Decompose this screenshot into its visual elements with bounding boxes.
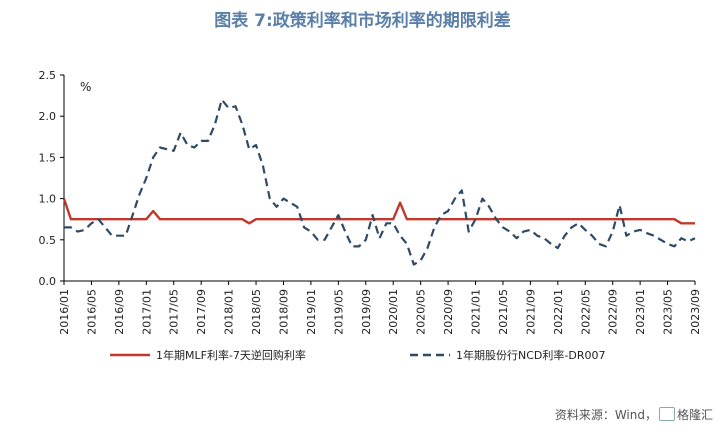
- x-tick-label: 2020/09: [442, 289, 455, 335]
- source-tail: 格隆汇: [676, 408, 713, 422]
- x-tick-label: 2017/05: [168, 289, 181, 335]
- series-mlf-spread-line: [62, 198, 695, 225]
- y-tick-label: 1.5: [39, 151, 57, 164]
- x-tick-label: 2017/09: [195, 289, 208, 335]
- x-tick-label: 2023/05: [662, 289, 675, 335]
- y-tick-label: 1.0: [39, 193, 57, 206]
- x-tick-label: 2019/05: [332, 289, 345, 335]
- y-tick-label: 0.0: [39, 275, 57, 288]
- y-axis: 0.0 0.5 1.0 1.5 2.0 2.5: [39, 69, 65, 288]
- x-tick-label: 2022/05: [579, 289, 592, 335]
- x-tick-label: 2018/05: [250, 289, 263, 335]
- source-label: 资料来源：Wind，: [554, 408, 657, 422]
- x-tick-label: 2017/01: [140, 289, 153, 335]
- x-tick-label: 2016/01: [58, 289, 71, 335]
- y-unit-label: %: [80, 80, 92, 94]
- source-note: 资料来源：Wind， 格隆汇: [555, 406, 713, 423]
- x-tick-label: 2020/01: [387, 289, 400, 335]
- chart-title: 图表 7:政策利率和市场利率的期限利差: [214, 11, 511, 31]
- series-ncd-spread-line: [64, 98, 696, 266]
- y-tick-label: 2.5: [39, 69, 57, 82]
- y-tick-label: 0.5: [39, 234, 57, 247]
- watermark-icon: [658, 407, 675, 421]
- x-tick-label: 2020/05: [415, 289, 428, 335]
- x-tick-label: 2021/05: [497, 289, 510, 335]
- x-axis: 2016/01 2016/05 2016/09 2017/01 2017/05 2017/…: [58, 280, 702, 335]
- y-tick-label: 2.0: [39, 110, 57, 123]
- x-tick-label: 2019/01: [305, 289, 318, 335]
- x-tick-label: 2018/01: [223, 289, 236, 335]
- x-tick-label: 2023/09: [689, 289, 702, 335]
- x-tick-label: 2023/01: [634, 289, 647, 335]
- x-tick-label: 2018/09: [277, 289, 290, 335]
- x-tick-label: 2016/09: [113, 289, 126, 335]
- legend-item-mlf-spread-label: 1年期MLF利率-7天逆回购利率: [156, 348, 306, 362]
- x-tick-label: 2019/09: [360, 289, 373, 335]
- x-tick-label: 2022/09: [607, 289, 620, 335]
- x-tick-label: 2021/01: [470, 289, 483, 335]
- legend: 1年期MLF利率-7天逆回购利率 1年期股份行NCD利率-DR007: [110, 348, 605, 362]
- legend-item-ncd-spread-label: 1年期股份行NCD利率-DR007: [456, 348, 605, 362]
- x-tick-label: 2021/09: [524, 289, 537, 335]
- x-tick-label: 2022/01: [552, 289, 565, 335]
- x-tick-label: 2016/05: [85, 289, 98, 335]
